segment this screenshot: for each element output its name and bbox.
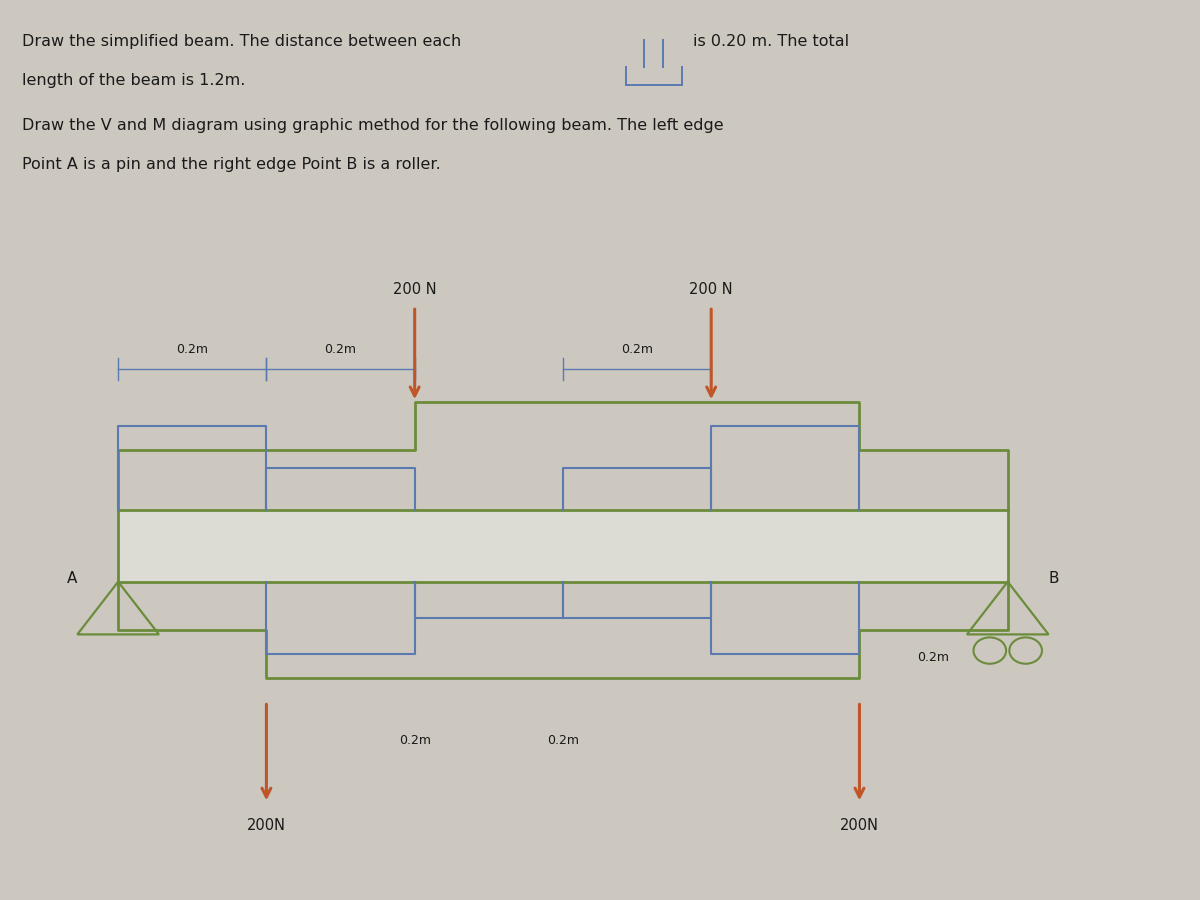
FancyBboxPatch shape (118, 510, 1008, 581)
Text: 0.2m: 0.2m (398, 734, 431, 747)
Text: length of the beam is 1.2m.: length of the beam is 1.2m. (22, 73, 245, 88)
Text: B: B (1049, 572, 1058, 586)
Text: 200 N: 200 N (689, 283, 733, 297)
Text: 0.2m: 0.2m (176, 343, 209, 356)
Text: is 0.20 m. The total: is 0.20 m. The total (692, 34, 848, 49)
Text: A: A (67, 572, 77, 586)
Text: 200N: 200N (247, 818, 286, 833)
Text: Draw the simplified beam. The distance between each: Draw the simplified beam. The distance b… (22, 34, 461, 49)
Text: 0.2m: 0.2m (918, 651, 949, 663)
Text: 0.2m: 0.2m (622, 343, 653, 356)
Text: Draw the V and M diagram using graphic method for the following beam. The left e: Draw the V and M diagram using graphic m… (22, 118, 724, 132)
Text: 200N: 200N (840, 818, 878, 833)
Text: 0.2m: 0.2m (324, 343, 356, 356)
Text: 200 N: 200 N (392, 283, 437, 297)
Text: Point A is a pin and the right edge Point B is a roller.: Point A is a pin and the right edge Poin… (22, 157, 440, 172)
Text: 0.2m: 0.2m (547, 734, 578, 747)
